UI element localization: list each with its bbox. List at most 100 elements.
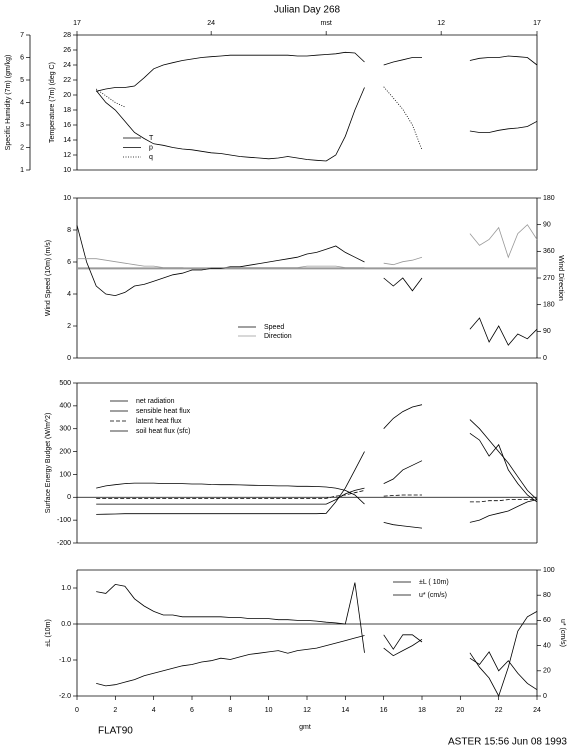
legend-label: T	[149, 135, 154, 142]
y-tick-label: 6	[67, 259, 71, 266]
y-tick-label: 2	[67, 323, 71, 330]
footer-left: FLAT90	[98, 726, 133, 737]
y2-tick-label: 4	[20, 99, 24, 106]
x-tick-label: 12	[303, 707, 311, 714]
x-tick-label: 18	[418, 707, 426, 714]
x-tick-label: 24	[533, 707, 541, 714]
y2-tick-label: 5	[20, 77, 24, 84]
y-tick-label: 24	[63, 62, 71, 69]
x-tick-label: 22	[495, 707, 503, 714]
y-tick-label: -100	[57, 517, 71, 524]
y2-tick-label: 0	[543, 693, 547, 700]
y2-tick-label: 360	[543, 248, 555, 255]
y2-tick-label: 6	[20, 54, 24, 61]
y-axis-label: Temperature (7m) (deg C)	[49, 62, 56, 143]
y-tick-label: 300	[59, 426, 71, 433]
series-line	[96, 582, 538, 698]
legend-label: Direction	[264, 333, 292, 340]
y2-tick-label: 0	[543, 355, 547, 362]
y-axis-label: Surface Energy Budget (W/m^2)	[45, 413, 52, 514]
y-tick-label: 12	[63, 152, 71, 159]
y2-tick-label: 90	[543, 328, 551, 335]
x-tick-label: 6	[190, 707, 194, 714]
series-line	[96, 482, 538, 529]
y-tick-label: 22	[63, 77, 71, 84]
legend-label: latent heat flux	[136, 418, 182, 425]
series-line	[96, 432, 538, 505]
y-tick-label: -200	[57, 540, 71, 547]
x-tick-label: 4	[152, 707, 156, 714]
y2-tick-label: 80	[543, 592, 551, 599]
y2-tick-label: 40	[543, 642, 551, 649]
series-line	[96, 51, 538, 92]
legend-label: ±L ( 10m)	[419, 579, 449, 586]
y2-tick-label: 180	[543, 195, 555, 202]
x-tick-label: 16	[380, 707, 388, 714]
y-tick-label: -2.0	[59, 693, 71, 700]
legend-label: sensible heat flux	[136, 408, 191, 415]
y2-tick-label: 3	[20, 122, 24, 129]
legend-label: soil heat flux (sfc)	[136, 428, 190, 435]
y-tick-label: 200	[59, 448, 71, 455]
y-tick-label: 28	[63, 32, 71, 39]
y-tick-label: -1.0	[59, 657, 71, 664]
series-line	[95, 86, 423, 150]
y2-axis-label: Specific Humidity (7m) (gm/kg)	[5, 55, 12, 151]
y-tick-label: 26	[63, 47, 71, 54]
y2-tick-label: 20	[543, 668, 551, 675]
y2-tick-label: 270	[543, 275, 555, 282]
footer-right: ASTER 15:56 Jun 08 1993	[448, 737, 567, 748]
y-tick-label: 16	[63, 122, 71, 129]
chart-title: Julian Day 268	[274, 5, 341, 16]
legend-label: p	[149, 144, 153, 151]
legend-label: net radiation	[136, 398, 175, 405]
x-tick-label: 2	[113, 707, 117, 714]
series-line	[96, 635, 538, 691]
y-tick-label: 18	[63, 107, 71, 114]
x-tick-label: 14	[341, 707, 349, 714]
series-line	[95, 87, 538, 162]
top-tick-label: 12	[437, 20, 445, 27]
y-tick-label: 10	[63, 167, 71, 174]
x-tick-label: 8	[228, 707, 232, 714]
y2-tick-label: 7	[20, 32, 24, 39]
y-tick-label: 400	[59, 403, 71, 410]
y-tick-label: 100	[59, 471, 71, 478]
series-line	[77, 224, 538, 270]
y2-tick-label: 60	[543, 617, 551, 624]
y2-axis-label: u* (cm/s)	[559, 619, 566, 647]
y-tick-label: 1.0	[61, 585, 71, 592]
y-axis-label: ±L (10m)	[45, 619, 52, 647]
y-tick-label: 4	[67, 291, 71, 298]
x-tick-label: 20	[456, 707, 464, 714]
y2-tick-label: 2	[20, 144, 24, 151]
y-tick-label: 500	[59, 380, 71, 387]
top-tick-label: mst	[321, 20, 332, 27]
y-tick-label: 14	[63, 137, 71, 144]
top-tick-label: 17	[533, 20, 541, 27]
y2-tick-label: 1	[20, 167, 24, 174]
top-tick-label: 17	[73, 20, 81, 27]
y2-tick-label: 90	[543, 222, 551, 229]
y-tick-label: 20	[63, 92, 71, 99]
y2-tick-label: 100	[543, 567, 555, 574]
x-tick-label: 0	[75, 707, 79, 714]
y-tick-label: 0.0	[61, 621, 71, 628]
legend-label: u* (cm/s)	[419, 592, 447, 599]
y-tick-label: 0	[67, 355, 71, 362]
y-axis-label: Wind Speed (10m) (m/s)	[45, 240, 52, 316]
x-axis-label: gmt	[299, 724, 311, 731]
series-line	[76, 225, 538, 346]
y2-tick-label: 180	[543, 302, 555, 309]
y-tick-label: 8	[67, 227, 71, 234]
x-tick-label: 10	[265, 707, 273, 714]
legend-label: Speed	[264, 324, 284, 331]
y2-axis-label: Wind Direction	[557, 255, 564, 301]
y-tick-label: 10	[63, 195, 71, 202]
y-tick-label: 0	[67, 494, 71, 501]
top-tick-label: 24	[207, 20, 215, 27]
legend-label: q	[149, 154, 153, 161]
series-line	[96, 490, 537, 503]
